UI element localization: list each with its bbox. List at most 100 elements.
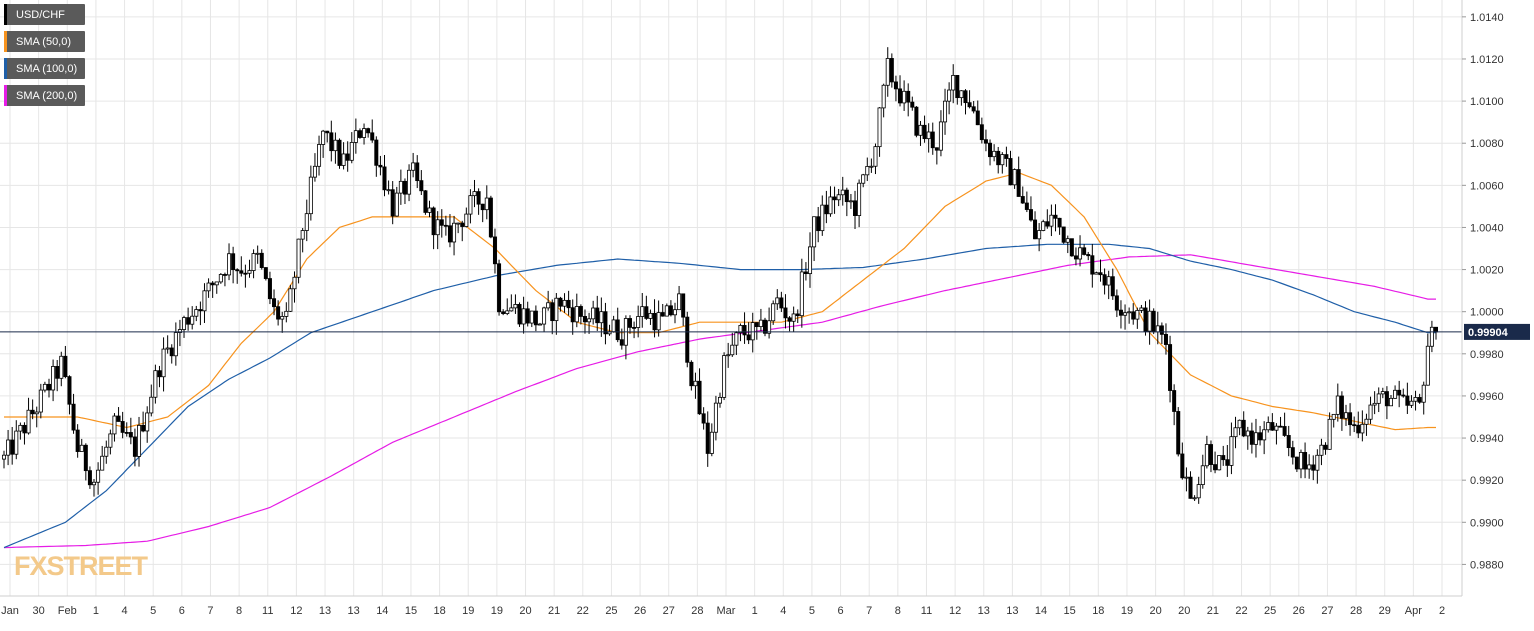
legend-item-usdchf[interactable]: USD/CHF xyxy=(4,4,86,25)
y-tick-label: 1.0020 xyxy=(1470,265,1504,277)
candle xyxy=(378,155,383,176)
candle xyxy=(1323,442,1328,455)
x-tick-label: 1 xyxy=(93,605,99,617)
candle xyxy=(750,312,755,353)
candle xyxy=(554,293,559,335)
candle-body xyxy=(1327,418,1332,450)
candle xyxy=(1078,235,1083,267)
candle xyxy=(525,301,530,327)
candle xyxy=(599,297,604,337)
candle xyxy=(243,264,248,288)
x-tick-label: 22 xyxy=(577,605,589,617)
candle xyxy=(836,188,841,207)
candle xyxy=(1270,413,1275,431)
candle-body xyxy=(447,225,452,243)
candle-body xyxy=(1225,459,1230,466)
candle xyxy=(210,281,215,298)
legend-swatch-sma-50 xyxy=(4,31,7,52)
candle-body xyxy=(726,354,731,357)
candle xyxy=(873,143,878,175)
candle-body xyxy=(1262,429,1267,441)
candle-body xyxy=(222,274,227,276)
candle xyxy=(587,312,592,334)
candle xyxy=(108,429,113,455)
candle xyxy=(1356,411,1361,439)
x-tick-label: 20 xyxy=(519,605,531,617)
candlestick-series xyxy=(2,47,1439,504)
candle-body xyxy=(1016,169,1021,197)
candle xyxy=(460,220,465,242)
candle-body xyxy=(754,322,759,328)
candle xyxy=(1053,204,1058,232)
legend-swatch-usdchf xyxy=(4,4,7,25)
candle xyxy=(370,119,375,143)
candle xyxy=(1307,454,1312,479)
y-tick-label: 0.9960 xyxy=(1470,391,1504,403)
candle xyxy=(558,296,563,312)
candle xyxy=(1249,422,1254,454)
candle-body xyxy=(1200,465,1205,485)
candle xyxy=(983,129,988,152)
candle xyxy=(14,420,19,460)
candle-body xyxy=(918,124,923,136)
x-tick-label: 15 xyxy=(1064,605,1076,617)
candle-body xyxy=(685,316,690,363)
candle-body xyxy=(803,271,808,275)
candle-body xyxy=(1147,310,1152,332)
candle-body xyxy=(251,253,256,271)
legend-item-sma-100[interactable]: SMA (100,0) xyxy=(4,58,86,79)
candle xyxy=(116,407,121,422)
candle xyxy=(1168,335,1173,403)
candle-body xyxy=(337,139,342,166)
x-tick-label: 26 xyxy=(1293,605,1305,617)
x-tick-label: 2 xyxy=(1439,605,1445,617)
y-tick-label: 1.0060 xyxy=(1470,180,1504,192)
candle-body xyxy=(1303,452,1308,470)
candle-body xyxy=(390,189,395,217)
candle xyxy=(1372,391,1377,415)
candle xyxy=(1278,416,1283,428)
candle xyxy=(1208,440,1213,473)
candle xyxy=(42,381,47,393)
candle-body xyxy=(812,216,817,248)
candle-body xyxy=(456,222,461,225)
candle xyxy=(722,352,727,401)
candle-body xyxy=(1335,395,1340,415)
candle xyxy=(1274,423,1279,445)
candle xyxy=(767,307,772,339)
candle xyxy=(1172,384,1177,426)
legend-item-sma-200[interactable]: SMA (200,0) xyxy=(4,85,86,106)
candle xyxy=(1397,380,1402,408)
candle xyxy=(734,331,739,355)
candle xyxy=(329,120,334,162)
legend-item-sma-50[interactable]: SMA (50,0) xyxy=(4,31,86,52)
candle xyxy=(697,368,702,415)
x-tick-label: 5 xyxy=(150,605,156,617)
candle-body xyxy=(1282,426,1287,436)
x-tick-label: 28 xyxy=(691,605,703,617)
candle-body xyxy=(1078,247,1083,260)
candle-body xyxy=(775,297,780,305)
candle xyxy=(218,273,223,284)
candle xyxy=(705,411,710,467)
candle-body xyxy=(861,174,866,184)
candle xyxy=(1429,320,1434,353)
candle-body xyxy=(1131,311,1136,320)
candle-body xyxy=(587,318,592,323)
candle xyxy=(1343,404,1348,426)
candle-body xyxy=(71,403,76,431)
candle xyxy=(145,406,150,443)
y-tick-label: 0.9940 xyxy=(1470,433,1504,445)
candle xyxy=(304,199,309,242)
candle-body xyxy=(1413,397,1418,402)
candle-body xyxy=(1405,395,1410,406)
legend-label-sma-200: SMA (200,0) xyxy=(16,89,78,102)
candle-body xyxy=(1290,447,1295,458)
candle-body xyxy=(96,469,101,483)
candle-body xyxy=(550,302,555,322)
candle xyxy=(1065,235,1070,254)
candle-body xyxy=(709,431,714,454)
candle-body xyxy=(525,308,530,324)
candle xyxy=(1298,449,1303,479)
candle-body xyxy=(1323,444,1328,450)
